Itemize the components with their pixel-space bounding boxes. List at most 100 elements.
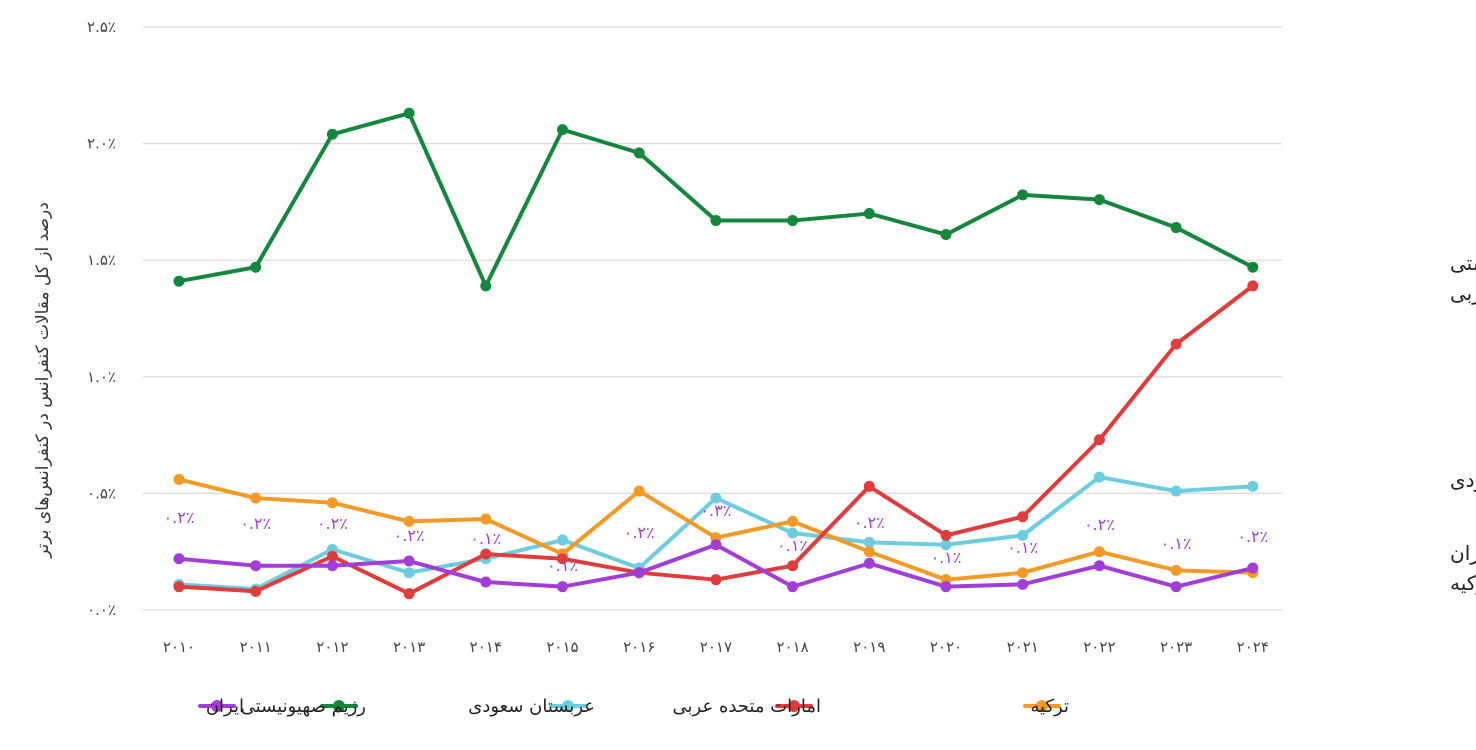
x-tick-label: ۲۰۲۴ xyxy=(1237,638,1269,656)
data-point xyxy=(710,539,722,551)
data-point xyxy=(1093,434,1105,446)
data-point xyxy=(940,539,952,551)
x-tick-label: ۲۰۱۱ xyxy=(240,638,272,656)
data-point xyxy=(250,492,262,504)
data-point xyxy=(633,485,645,497)
data-point xyxy=(1247,562,1259,574)
data-point xyxy=(1017,567,1029,579)
data-point xyxy=(250,261,262,273)
x-tick-label: ۲۰۲۲ xyxy=(1083,638,1115,656)
legend-swatch-marker xyxy=(1036,700,1048,712)
data-labels: ۰.۲٪ ۰.۲٪ ۰.۲٪ ۰.۲٪ ۰.۱٪ ۰.۱٪ ۰.۲٪ ۰.۳٪ ۰.۱٪ ۰.۲٪… xyxy=(164,501,1269,575)
data-label: ۰.۲٪ xyxy=(624,523,655,542)
side-label: ترکیه xyxy=(1450,571,1476,595)
data-label: ۰.۲٪ xyxy=(1237,527,1268,546)
series-4 xyxy=(173,473,1259,586)
data-point xyxy=(787,215,799,227)
y-tick-label: ۱.۰٪ xyxy=(87,368,116,386)
data-point xyxy=(403,515,415,527)
data-point xyxy=(863,536,875,548)
data-point xyxy=(863,546,875,558)
side-labels: رژیم صهیونیستی امارات متحده عربی عربستان س… xyxy=(1450,251,1476,595)
data-point xyxy=(1017,529,1029,541)
data-point xyxy=(173,581,185,593)
data-point xyxy=(787,560,799,572)
data-point xyxy=(173,275,185,287)
x-tick-label: ۲۰۲۰ xyxy=(930,638,962,656)
x-tick-label: ۲۰۱۴ xyxy=(470,638,502,656)
data-point xyxy=(557,581,568,593)
legend-swatch-marker xyxy=(211,700,223,712)
data-point xyxy=(787,581,799,593)
legend-label: رژیم صهیونیستی xyxy=(241,696,366,717)
data-point xyxy=(1170,564,1182,576)
data-point xyxy=(1017,511,1029,523)
side-label: رژیم صهیونیستی xyxy=(1450,251,1476,275)
data-label: ۰.۲٪ xyxy=(854,513,885,532)
x-tick-label: ۲۰۱۶ xyxy=(623,638,655,656)
legend-item: امارات متحده عربی xyxy=(673,696,821,717)
legend-item: رژیم صهیونیستی xyxy=(241,696,366,717)
data-point xyxy=(557,124,568,136)
y-axis-ticks: ۰.۰٪ ۰.۵٪ ۱.۰٪ ۱.۵٪ ۲.۰٪ ۲.۵٪ xyxy=(87,18,116,619)
x-tick-label: ۲۰۱۳ xyxy=(393,638,425,656)
data-point xyxy=(250,560,262,572)
data-point xyxy=(403,555,415,567)
data-point xyxy=(633,147,645,159)
data-point xyxy=(863,557,875,569)
x-tick-label: ۲۰۱۸ xyxy=(776,638,808,656)
data-point xyxy=(557,534,568,546)
data-point xyxy=(1170,222,1182,234)
data-point xyxy=(480,513,492,525)
data-point xyxy=(326,550,338,562)
data-label: ۰.۲٪ xyxy=(394,526,425,545)
legend-item: ترکیه xyxy=(1023,696,1069,717)
series-0 xyxy=(173,539,1259,593)
data-point xyxy=(403,588,415,600)
side-label: عربستان سعودی xyxy=(1450,468,1476,492)
series-1 xyxy=(173,107,1259,292)
data-point xyxy=(1093,194,1105,206)
data-point xyxy=(1093,560,1105,572)
data-label: ۰.۲٪ xyxy=(240,514,271,533)
x-tick-label: ۲۰۱۲ xyxy=(316,638,348,656)
legend-label: ترکیه xyxy=(1030,696,1069,717)
data-point xyxy=(173,553,185,565)
data-point xyxy=(480,548,492,560)
data-point xyxy=(326,560,338,572)
data-point xyxy=(787,527,799,539)
data-point xyxy=(1170,338,1182,350)
data-label: ۰.۲٪ xyxy=(1084,515,1115,534)
legend-item: ایران xyxy=(198,696,244,717)
data-point xyxy=(1247,261,1259,273)
legend-item: عربستان سعودی xyxy=(468,696,595,717)
x-tick-label: ۲۰۱۵ xyxy=(546,638,578,656)
data-point xyxy=(633,567,645,579)
data-label: ۰.۳٪ xyxy=(700,501,731,520)
data-point xyxy=(403,567,415,579)
data-point xyxy=(1170,581,1182,593)
series-lines xyxy=(173,107,1259,600)
data-point xyxy=(1170,485,1182,497)
legend-swatch-marker xyxy=(562,700,574,712)
data-label: ۰.۱٪ xyxy=(470,529,501,548)
data-point xyxy=(480,576,492,588)
data-point xyxy=(1247,480,1259,492)
y-tick-label: ۱.۵٪ xyxy=(87,251,116,269)
data-point xyxy=(1093,546,1105,558)
x-tick-label: ۲۰۲۳ xyxy=(1160,638,1192,656)
y-axis-label: درصد از کل مقالات کنفرانس در کنفرانس‌های… xyxy=(33,202,53,559)
data-point xyxy=(1247,280,1259,292)
x-tick-label: ۲۰۱۹ xyxy=(853,638,885,656)
data-point xyxy=(403,107,415,119)
legend-label: عربستان سعودی xyxy=(468,696,595,717)
data-point xyxy=(1017,189,1029,201)
data-point xyxy=(940,229,952,241)
data-label: ۰.۱٪ xyxy=(1161,534,1192,553)
data-label: ۰.۱٪ xyxy=(547,556,578,575)
x-tick-label: ۲۰۱۰ xyxy=(163,638,195,656)
legend-swatch-marker xyxy=(333,700,345,712)
data-point xyxy=(710,215,722,227)
